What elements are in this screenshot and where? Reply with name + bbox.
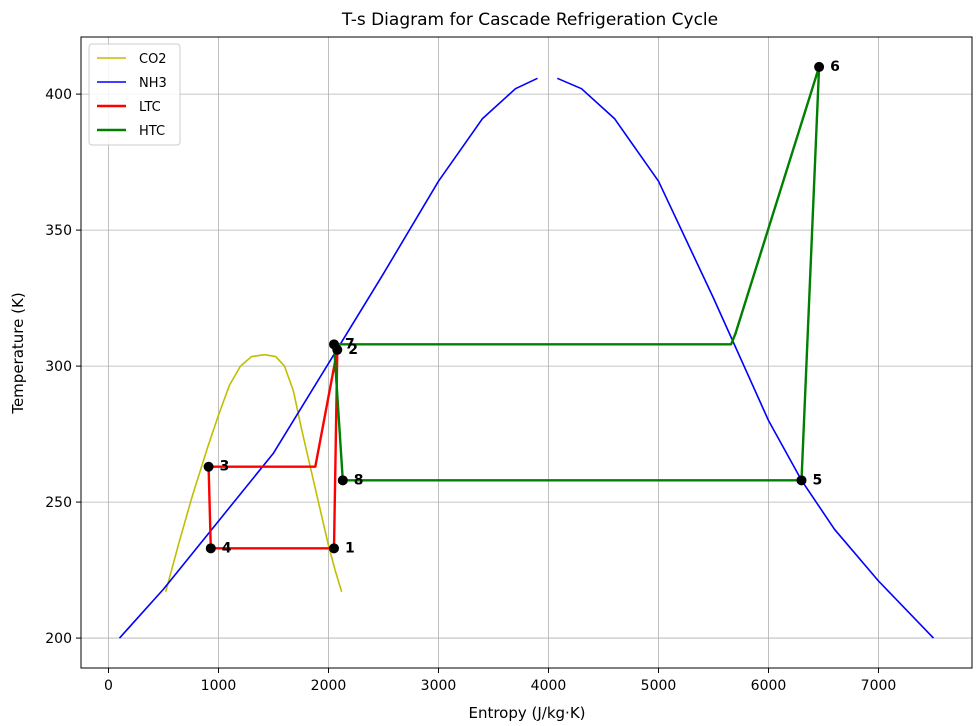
x-tick-label: 6000: [751, 678, 787, 694]
state-point-8: [337, 475, 348, 486]
state-point-label: 2: [348, 342, 358, 358]
state-point-label: 5: [813, 472, 823, 488]
series-line-nh3: [118, 77, 538, 639]
state-point-6: [814, 61, 825, 72]
legend-box: [88, 43, 181, 146]
x-axis-label: Entropy (J/kg·K): [468, 704, 585, 722]
state-point-5: [796, 475, 807, 486]
chart-title: T-s Diagram for Cascade Refrigeration Cy…: [341, 10, 718, 30]
series-layer: [118, 65, 935, 639]
series-line-co2: [164, 353, 343, 593]
state-point-label: 4: [222, 540, 232, 556]
y-axis-label: Temperature (K): [9, 292, 27, 414]
series-line-htc: [332, 65, 821, 482]
x-tick-label: 4000: [531, 678, 567, 694]
legend-label: NH3: [139, 76, 167, 91]
state-points: 1 2 3 4 5 6 7 8: [203, 59, 840, 556]
y-tick-label: 400: [45, 87, 72, 103]
state-point-label: 7: [345, 336, 355, 352]
y-tick-label: 350: [45, 223, 72, 239]
state-point-1: [329, 543, 339, 554]
legend: CO2 NH3 LTC HTC: [88, 43, 181, 146]
state-point-label: 3: [220, 459, 230, 475]
legend-label: LTC: [139, 100, 161, 115]
x-tick-label: 7000: [861, 678, 897, 694]
plot-frame: [80, 36, 973, 669]
x-tick-label: 0: [104, 678, 113, 694]
x-tick-label: 5000: [641, 678, 677, 694]
grid-lines: [81, 37, 972, 668]
y-tick-label: 300: [45, 359, 72, 375]
y-tick-label: 200: [45, 631, 72, 647]
x-axis-ticks: 0 1000 2000 3000 4000 5000 6000 7000: [104, 668, 896, 694]
legend-label: CO2: [139, 52, 167, 67]
y-tick-label: 250: [45, 495, 72, 511]
legend-label: HTC: [139, 124, 165, 139]
x-tick-label: 2000: [311, 678, 347, 694]
state-point-3: [203, 461, 214, 472]
series-line-nh3: [556, 77, 935, 639]
y-axis-ticks: 200 250 300 350 400: [45, 87, 81, 647]
state-point-7: [329, 339, 339, 350]
state-point-label: 1: [345, 540, 355, 556]
x-tick-label: 3000: [421, 678, 457, 694]
x-tick-label: 1000: [201, 678, 237, 694]
state-point-4: [205, 543, 216, 554]
state-point-label: 6: [830, 59, 840, 75]
state-point-label: 8: [354, 472, 364, 488]
